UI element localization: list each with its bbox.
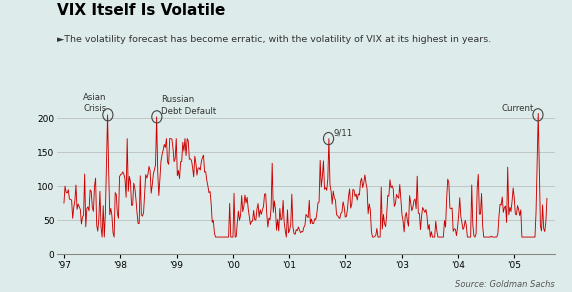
Text: 9/11: 9/11: [333, 128, 352, 137]
Text: Russian
Debt Default: Russian Debt Default: [161, 95, 217, 116]
Text: ►The volatility forecast has become erratic, with the volatility of VIX at its h: ►The volatility forecast has become erra…: [57, 35, 491, 44]
Text: Source: Goldman Sachs: Source: Goldman Sachs: [455, 280, 555, 289]
Text: Asian
Crisis: Asian Crisis: [84, 93, 107, 114]
Text: Current: Current: [501, 105, 534, 114]
Text: VIX Itself Is Volatile: VIX Itself Is Volatile: [57, 3, 225, 18]
